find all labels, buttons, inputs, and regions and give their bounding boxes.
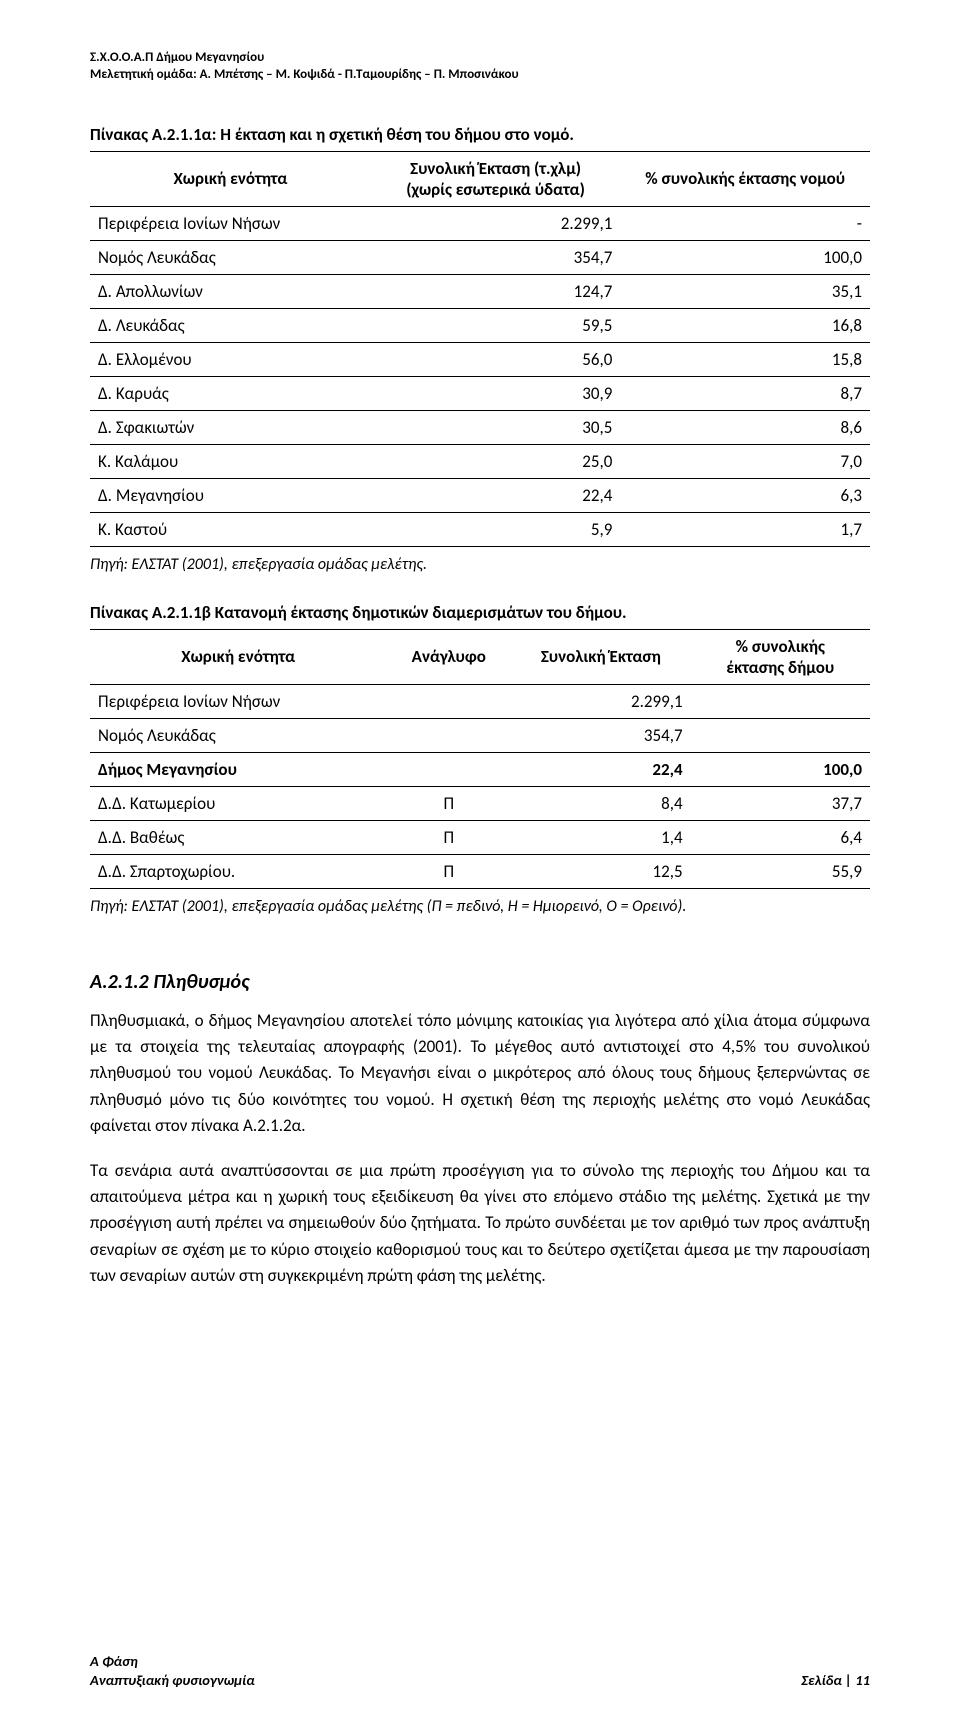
table1-caption: Πίνακας Α.2.1.1α: Η έκταση και η σχετική… xyxy=(90,124,870,145)
t1-cell-area: 2.299,1 xyxy=(371,206,621,240)
t2-cell-relief: Π xyxy=(386,786,511,820)
table-row: Δ. Μεγανησίου22,46,3 xyxy=(90,478,870,512)
paragraph-1: Πληθυσμιακά, ο δήμος Μεγανησίου αποτελεί… xyxy=(90,1008,870,1140)
t1-h2a: Συνολική Έκταση (τ.χλμ) xyxy=(379,158,613,179)
t1-h3: % συνολικής έκτασης νομού xyxy=(620,151,870,206)
t2-cell-area: 12,5 xyxy=(511,854,690,888)
t1-cell-name: Κ. Καστού xyxy=(90,512,371,546)
t2-h2: Ανάγλυφο xyxy=(386,629,511,684)
table1-source: Πηγή: ΕΛΣΤΑΤ (2001), επεξεργασία ομάδας … xyxy=(90,555,870,574)
t1-cell-pct: 15,8 xyxy=(620,342,870,376)
section-heading: Α.2.1.2 Πληθυσμός xyxy=(90,970,870,994)
t2-cell-area: 354,7 xyxy=(511,718,690,752)
t1-cell-pct: 8,7 xyxy=(620,376,870,410)
t2-cell-area: 1,4 xyxy=(511,820,690,854)
t2-cell-relief: Π xyxy=(386,854,511,888)
t2-h1: Χωρική ενότητα xyxy=(90,629,386,684)
table-row: Δ.Δ. Σπαρτοχωρίου.Π12,555,9 xyxy=(90,854,870,888)
t2-cell-area: 8,4 xyxy=(511,786,690,820)
t1-cell-pct: 6,3 xyxy=(620,478,870,512)
t2-cell-name: Δ.Δ. Σπαρτοχωρίου. xyxy=(90,854,386,888)
t1-cell-area: 5,9 xyxy=(371,512,621,546)
t1-cell-pct: 100,0 xyxy=(620,240,870,274)
t2-cell-name: Δ.Δ. Κατωμερίου xyxy=(90,786,386,820)
t1-cell-area: 56,0 xyxy=(371,342,621,376)
table-row: Δήμος Μεγανησίου 22,4100,0 xyxy=(90,752,870,786)
t2-cell-pct xyxy=(691,684,870,718)
t1-cell-pct: 8,6 xyxy=(620,410,870,444)
t2-cell-name: Δήμος Μεγανησίου xyxy=(90,752,386,786)
t1-cell-pct: 7,0 xyxy=(620,444,870,478)
table2-source: Πηγή: ΕΛΣΤΑΤ (2001), επεξεργασία ομάδας … xyxy=(90,897,870,916)
t1-cell-name: Δ. Σφακιωτών xyxy=(90,410,371,444)
t1-cell-area: 30,5 xyxy=(371,410,621,444)
t2-cell-relief xyxy=(386,684,511,718)
table-row: Δ. Σφακιωτών30,58,6 xyxy=(90,410,870,444)
t1-cell-name: Περιφέρεια Ιονίων Νήσων xyxy=(90,206,371,240)
doc-header: Σ.Χ.Ο.Ο.Α.Π Δήμου Μεγανησίου Μελετητική … xyxy=(90,50,870,84)
t1-cell-pct: 35,1 xyxy=(620,274,870,308)
t2-cell-pct: 6,4 xyxy=(691,820,870,854)
t1-cell-pct: - xyxy=(620,206,870,240)
t2-h4a: % συνολικής xyxy=(699,636,862,657)
t2-cell-name: Δ.Δ. Βαθέως xyxy=(90,820,386,854)
table-row: Δ. Καρυάς30,98,7 xyxy=(90,376,870,410)
t1-cell-name: Δ. Μεγανησίου xyxy=(90,478,371,512)
t2-cell-relief: Π xyxy=(386,820,511,854)
t1-cell-name: Δ. Καρυάς xyxy=(90,376,371,410)
table-row: Δ.Δ. ΚατωμερίουΠ8,437,7 xyxy=(90,786,870,820)
t1-cell-area: 25,0 xyxy=(371,444,621,478)
t1-h2: Συνολική Έκταση (τ.χλμ) (χωρίς εσωτερικά… xyxy=(371,151,621,206)
table-row: Δ. Ελλομένου56,015,8 xyxy=(90,342,870,376)
t1-h2b: (χωρίς εσωτερικά ύδατα) xyxy=(379,179,613,200)
footer-left-1: Α Φάση xyxy=(90,1652,870,1672)
t1-cell-name: Δ. Απολλωνίων xyxy=(90,274,371,308)
table-row: Δ.Δ. ΒαθέωςΠ1,46,4 xyxy=(90,820,870,854)
t1-cell-name: Κ. Καλάμου xyxy=(90,444,371,478)
page: Σ.Χ.Ο.Ο.Α.Π Δήμου Μεγανησίου Μελετητική … xyxy=(0,0,960,1731)
t2-cell-pct: 37,7 xyxy=(691,786,870,820)
t1-cell-name: Δ. Ελλομένου xyxy=(90,342,371,376)
t1-cell-name: Νομός Λευκάδας xyxy=(90,240,371,274)
table-row: Κ. Καλάμου25,07,0 xyxy=(90,444,870,478)
table-row: Δ. Λευκάδας59,516,8 xyxy=(90,308,870,342)
table1: Χωρική ενότητα Συνολική Έκταση (τ.χλμ) (… xyxy=(90,151,870,547)
t2-cell-area: 2.299,1 xyxy=(511,684,690,718)
t1-cell-area: 30,9 xyxy=(371,376,621,410)
table2-caption: Πίνακας Α.2.1.1β Κατανομή έκτασης δημοτι… xyxy=(90,602,870,623)
t2-h3: Συνολική Έκταση xyxy=(511,629,690,684)
footer-right: Σελίδα | 11 xyxy=(801,1671,870,1691)
table-row: Δ. Απολλωνίων124,735,1 xyxy=(90,274,870,308)
t2-cell-name: Νομός Λευκάδας xyxy=(90,718,386,752)
t2-cell-pct: 55,9 xyxy=(691,854,870,888)
paragraph-2: Τα σενάρια αυτά αναπτύσσονται σε μια πρώ… xyxy=(90,1158,870,1290)
t2-cell-pct xyxy=(691,718,870,752)
t2-cell-name: Περιφέρεια Ιονίων Νήσων xyxy=(90,684,386,718)
table-row: Περιφέρεια Ιονίων Νήσων 2.299,1 xyxy=(90,684,870,718)
t1-cell-area: 354,7 xyxy=(371,240,621,274)
header-line-2: Μελετητική ομάδα: Α. Μπέτσης – Μ. Κοψιδά… xyxy=(90,67,870,84)
table2: Χωρική ενότητα Ανάγλυφο Συνολική Έκταση … xyxy=(90,629,870,889)
table-row: Νομός Λευκάδας354,7100,0 xyxy=(90,240,870,274)
t2-cell-relief xyxy=(386,718,511,752)
t2-h4: % συνολικής έκτασης δήμου xyxy=(691,629,870,684)
t1-cell-pct: 1,7 xyxy=(620,512,870,546)
table-row: Κ. Καστού5,91,7 xyxy=(90,512,870,546)
t1-h1: Χωρική ενότητα xyxy=(90,151,371,206)
header-line-1: Σ.Χ.Ο.Ο.Α.Π Δήμου Μεγανησίου xyxy=(90,50,870,67)
table-row: Νομός Λευκάδας 354,7 xyxy=(90,718,870,752)
t1-cell-area: 22,4 xyxy=(371,478,621,512)
t2-cell-relief xyxy=(386,752,511,786)
t1-cell-area: 59,5 xyxy=(371,308,621,342)
t2-cell-area: 22,4 xyxy=(511,752,690,786)
footer-left-2: Αναπτυξιακή φυσιογνωμία xyxy=(90,1671,255,1691)
t1-cell-pct: 16,8 xyxy=(620,308,870,342)
t1-cell-area: 124,7 xyxy=(371,274,621,308)
t2-cell-pct: 100,0 xyxy=(691,752,870,786)
table-row: Περιφέρεια Ιονίων Νήσων2.299,1- xyxy=(90,206,870,240)
t2-h4b: έκτασης δήμου xyxy=(699,657,862,678)
footer: Α Φάση Αναπτυξιακή φυσιογνωμία Σελίδα | … xyxy=(90,1652,870,1691)
t1-cell-name: Δ. Λευκάδας xyxy=(90,308,371,342)
